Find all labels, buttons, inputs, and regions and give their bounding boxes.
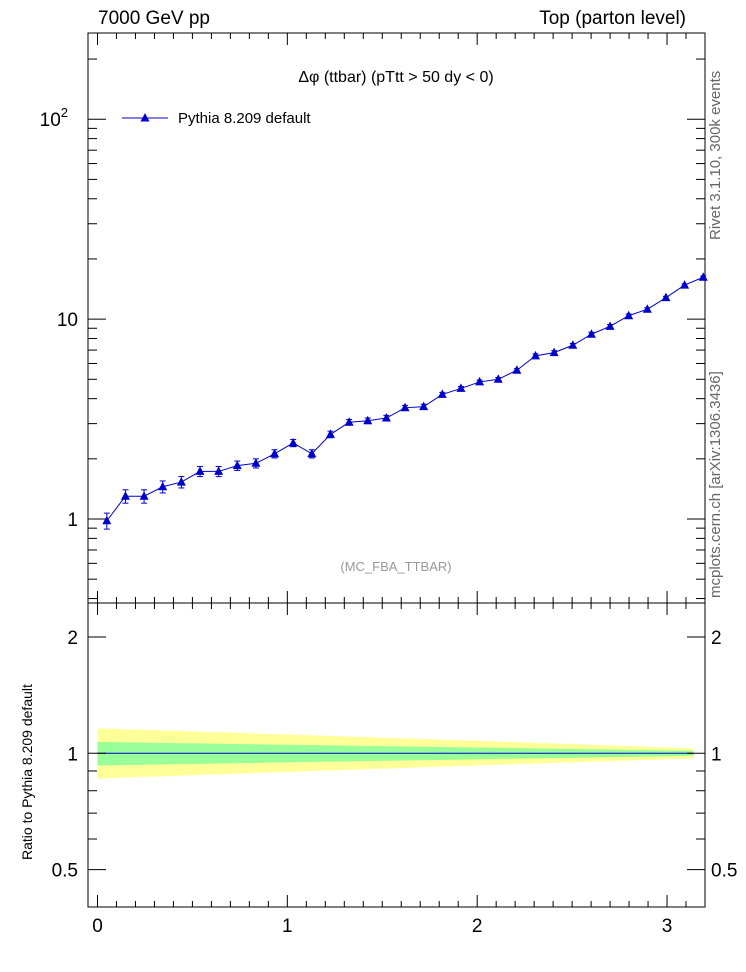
y-tick-label: 10: [57, 310, 78, 331]
ratio-y-tick-label-right: 2: [711, 628, 722, 649]
data-point: [400, 402, 410, 412]
data-point: [195, 466, 205, 475]
y-tick-label-exponent: 2: [61, 105, 68, 120]
plot-title: Δφ (ttbar) (pTtt > 50 dy < 0): [298, 69, 493, 86]
data-point: [605, 321, 615, 330]
data-point: [456, 383, 466, 392]
data-point: [549, 347, 559, 357]
data-point: [232, 460, 242, 470]
data-point: [586, 329, 596, 338]
data-point: [120, 491, 130, 500]
analysis-watermark: (MC_FBA_TTBAR): [340, 559, 451, 574]
header-right: Top (parton level): [539, 8, 686, 29]
data-point: [530, 350, 540, 360]
legend-marker: [140, 113, 150, 122]
ratio-plot: 0.5 0.5 1 1 2 2 0 1 2 3: [52, 602, 737, 937]
data-point: [214, 466, 224, 475]
data-point: [624, 310, 634, 320]
data-point: [475, 376, 485, 386]
data-point: [363, 415, 373, 425]
x-tick-label: 0: [92, 916, 103, 937]
ratio-y-tick-label-right: 1: [711, 744, 722, 765]
data-point: [698, 272, 708, 281]
data-point: [325, 429, 335, 438]
ratio-y-tick-label-right: 0.5: [711, 861, 737, 882]
x-tick-label: 1: [282, 916, 293, 937]
data-point: [568, 340, 578, 349]
data-point: [344, 417, 354, 426]
data-point: [661, 292, 671, 302]
data-point: [307, 448, 317, 458]
data-point: [176, 477, 186, 486]
data-point: [419, 401, 429, 411]
data-point: [251, 458, 261, 467]
y-tick-label: 1: [67, 510, 78, 531]
ratio-y-tick-label: 2: [67, 628, 78, 649]
ratio-plot-frame: [87, 602, 706, 908]
data-point: [381, 413, 391, 422]
data-point: [102, 515, 112, 525]
data-point: [270, 448, 280, 458]
data-point: [493, 374, 503, 383]
ratio-y-tick-label: 0.5: [52, 861, 78, 882]
header-left: 7000 GeV pp: [98, 8, 210, 29]
data-point: [642, 304, 652, 313]
data-point: [288, 438, 298, 447]
ratio-y-tick-label: 1: [67, 744, 78, 765]
data-point: [680, 280, 690, 289]
x-tick-label: 2: [472, 916, 483, 937]
data-point: [139, 491, 149, 500]
x-tick-label: 3: [662, 916, 673, 937]
main-plot: 1 10 102 Δφ (ttbar) (pTtt > 50 dy < 0) (MC_F…: [40, 32, 708, 604]
y-tick-label: 102: [40, 105, 68, 131]
series-line: [106, 276, 704, 522]
legend-label: Pythia 8.209 default: [178, 110, 311, 127]
data-point: [437, 389, 447, 398]
data-point: [158, 481, 168, 491]
data-point: [512, 365, 522, 374]
